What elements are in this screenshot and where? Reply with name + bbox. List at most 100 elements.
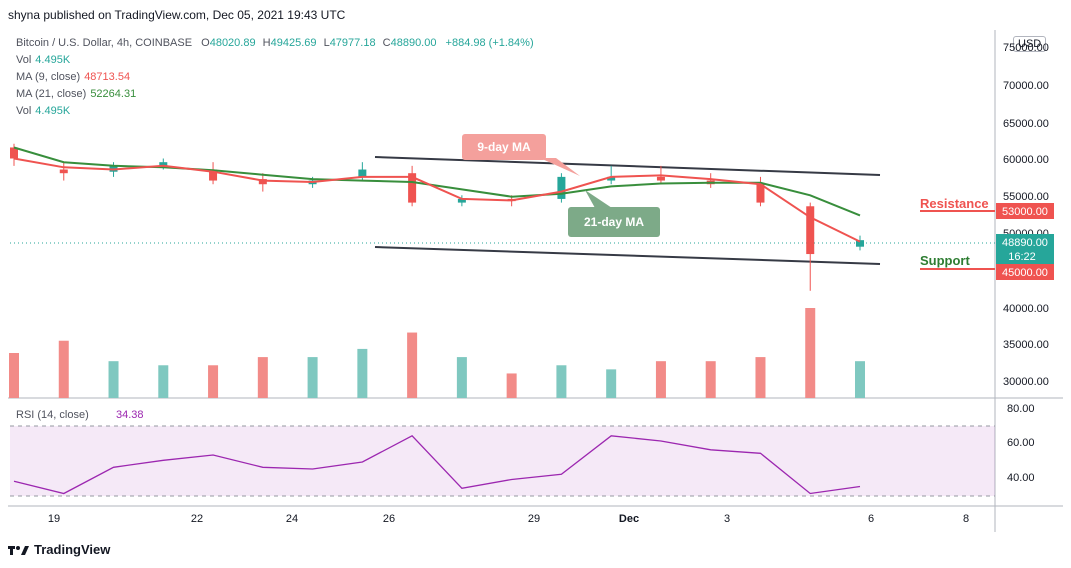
legend-vol-label: Vol bbox=[16, 54, 32, 66]
chart-legend: Bitcoin / U.S. Dollar, 4h, COINBASE O480… bbox=[16, 35, 534, 120]
candle bbox=[856, 235, 864, 251]
price-axis: 75000.00 70000.00 65000.00 60000.00 5500… bbox=[1003, 42, 1049, 388]
legend-ma9-label: MA (9, close) bbox=[16, 71, 81, 83]
ohlc-low: 47977.18 bbox=[329, 37, 376, 49]
legend-ma9-row: MA (9, close) 48713.54 bbox=[16, 69, 534, 86]
candle-body bbox=[457, 198, 466, 203]
price-tick: 35000.00 bbox=[1003, 339, 1049, 351]
time-tick: 3 bbox=[724, 513, 730, 525]
currency-button[interactable]: USD bbox=[1013, 36, 1047, 52]
candle bbox=[756, 176, 765, 207]
ohlc-high-label: H bbox=[262, 37, 271, 49]
volume-bar bbox=[655, 361, 666, 398]
legend-ma21-row: MA (21, close) 52264.31 bbox=[16, 86, 534, 103]
time-tick: 29 bbox=[528, 513, 540, 525]
volume-bar bbox=[606, 369, 617, 398]
ma9-callout-pointer bbox=[540, 158, 580, 176]
time-axis: 19 22 24 26 29 Dec 3 6 8 bbox=[48, 513, 969, 525]
candle bbox=[258, 173, 267, 192]
resistance-label: Resistance bbox=[920, 196, 989, 211]
price-tick: 70000.00 bbox=[1003, 80, 1049, 92]
candle bbox=[59, 162, 68, 181]
volume-bar bbox=[208, 365, 219, 398]
candle-body bbox=[358, 169, 367, 177]
ma21-callout: 21-day MA bbox=[568, 190, 660, 237]
tradingview-logo-icon bbox=[8, 545, 29, 555]
price-tick: 75000.00 bbox=[1003, 42, 1049, 54]
ohlc-close-label: C bbox=[382, 37, 391, 49]
candle bbox=[457, 195, 466, 207]
symbol-name: Bitcoin / U.S. Dollar, 4h, COINBASE bbox=[16, 37, 193, 49]
volume-bar bbox=[9, 353, 19, 398]
volume-bar bbox=[307, 357, 318, 398]
channel-upper-line bbox=[374, 156, 881, 176]
ohlc-open: 48020.89 bbox=[209, 37, 256, 49]
price-tick: 30000.00 bbox=[1003, 376, 1049, 388]
publisher-line: shyna published on TradingView.com, Dec … bbox=[8, 8, 346, 22]
time-tick: Dec bbox=[619, 513, 639, 525]
resistance-tag bbox=[996, 203, 1054, 219]
candle-body bbox=[557, 176, 566, 199]
volume-bar bbox=[58, 340, 69, 398]
candle-body bbox=[10, 147, 18, 159]
legend-vol2-value: 4.495K bbox=[35, 105, 71, 117]
ma9-callout-box bbox=[462, 134, 546, 160]
ohlc-high: 49425.69 bbox=[270, 37, 317, 49]
ma21-callout-box bbox=[568, 207, 660, 237]
candle-body bbox=[159, 162, 168, 166]
volume-bar bbox=[855, 361, 865, 398]
volume-bars bbox=[9, 308, 865, 398]
legend-vol-value: 4.495K bbox=[35, 54, 71, 66]
ma21-callout-pointer bbox=[585, 190, 612, 208]
time-tick: 26 bbox=[383, 513, 395, 525]
symbol-row: Bitcoin / U.S. Dollar, 4h, COINBASE O480… bbox=[16, 35, 534, 52]
candle-body bbox=[209, 169, 218, 181]
volume-bar bbox=[705, 361, 716, 398]
tradingview-brand: TradingView bbox=[34, 542, 111, 557]
time-tick: 8 bbox=[963, 513, 969, 525]
candle bbox=[408, 165, 417, 207]
tradingview-logo[interactable]: TradingView bbox=[8, 542, 110, 557]
time-tick: 22 bbox=[191, 513, 203, 525]
ma21-callout-text: 21-day MA bbox=[584, 215, 644, 229]
candle-body bbox=[607, 176, 616, 181]
candle bbox=[706, 173, 715, 188]
rsi-axis: 80.00 60.00 40.00 bbox=[1007, 403, 1035, 484]
volume-bar bbox=[407, 332, 418, 398]
candle bbox=[10, 143, 18, 166]
ohlc-change: +884.98 (+1.84%) bbox=[445, 37, 534, 49]
legend-ma21-value: 52264.31 bbox=[90, 88, 137, 100]
rsi-tick: 80.00 bbox=[1007, 403, 1035, 415]
volume-bar bbox=[456, 357, 467, 398]
candle bbox=[209, 162, 218, 185]
channel-lower-line bbox=[374, 246, 881, 265]
legend-vol2-row: Vol 4.495K bbox=[16, 103, 534, 120]
volume-bar bbox=[556, 365, 567, 398]
volume-bar bbox=[108, 361, 119, 398]
rsi-tick: 60.00 bbox=[1007, 437, 1035, 449]
support-label: Support bbox=[920, 253, 970, 268]
price-tick: 55000.00 bbox=[1003, 191, 1049, 203]
candle-body bbox=[756, 184, 765, 203]
last-price-tag bbox=[996, 234, 1054, 264]
support-tag bbox=[996, 264, 1054, 280]
price-tick: 60000.00 bbox=[1003, 154, 1049, 166]
rsi-legend-value: 34.38 bbox=[116, 409, 144, 421]
rsi-tick: 40.00 bbox=[1007, 472, 1035, 484]
last-price-tag-text: 48890.00 bbox=[1002, 237, 1048, 249]
price-tick: 40000.00 bbox=[1003, 303, 1049, 315]
rsi-line bbox=[13, 434, 861, 495]
ohlc-close: 48890.00 bbox=[390, 37, 437, 49]
time-tick: 6 bbox=[868, 513, 874, 525]
candle bbox=[557, 173, 566, 203]
ma9-callout: 9-day MA bbox=[462, 134, 580, 176]
volume-bar bbox=[158, 365, 169, 398]
candle-body bbox=[806, 206, 815, 255]
candle-body bbox=[656, 176, 665, 181]
rsi-band bbox=[10, 426, 995, 496]
ma9-callout-text: 9-day MA bbox=[477, 140, 531, 154]
candle-body bbox=[856, 240, 864, 247]
volume-bar bbox=[805, 308, 816, 398]
price-tick: 65000.00 bbox=[1003, 118, 1049, 130]
